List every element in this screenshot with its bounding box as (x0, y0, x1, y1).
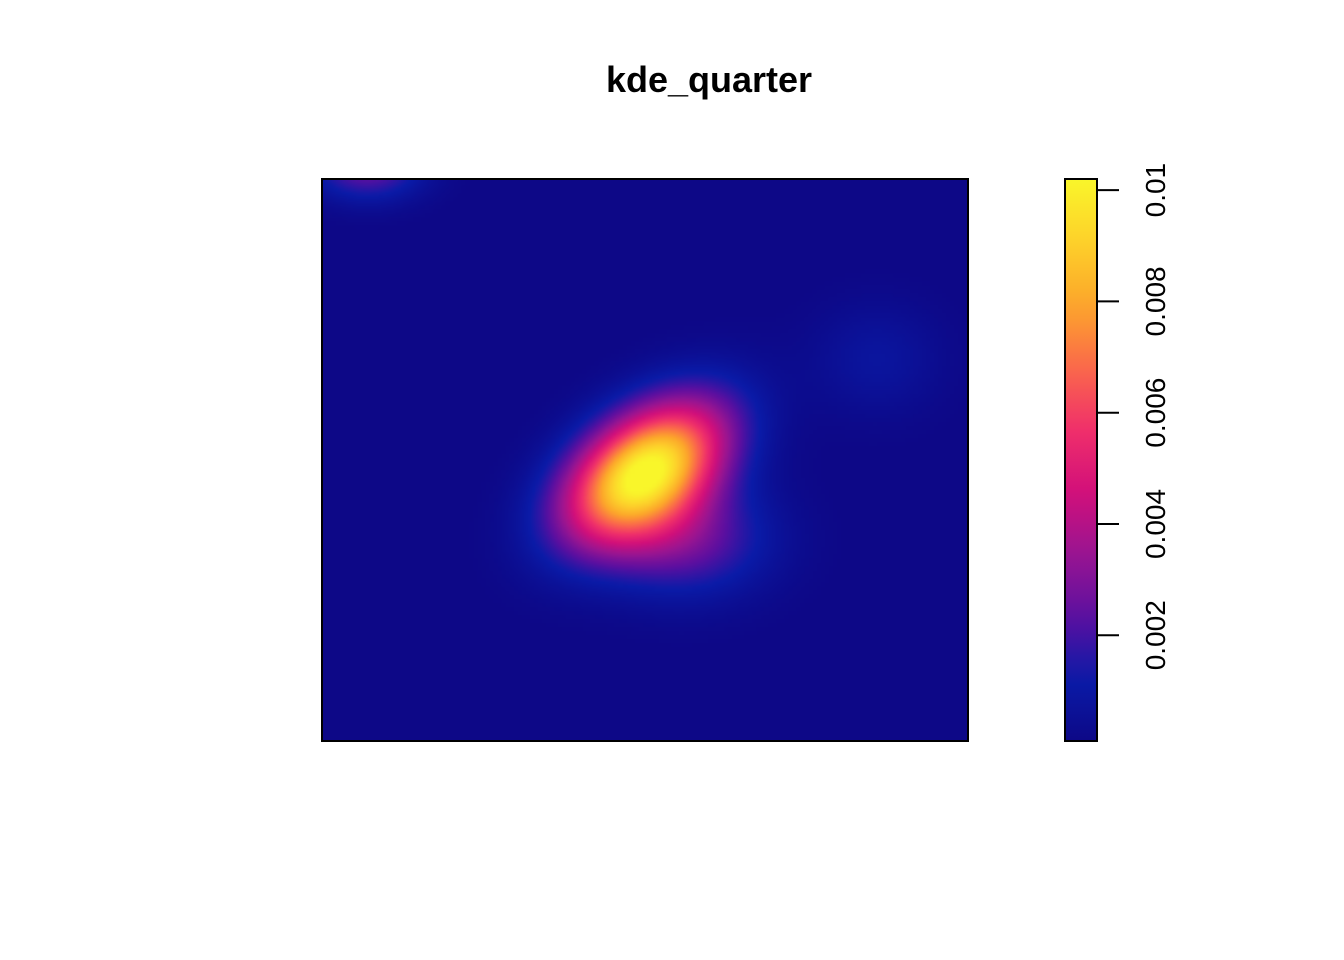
density-raster (322, 179, 968, 741)
colorbar-tick-label: 0.008 (1140, 266, 1171, 336)
colorbar-tick-label: 0.004 (1140, 489, 1171, 559)
chart-title: kde_quarter (606, 59, 812, 100)
heatmap-panel (321, 178, 969, 742)
colorbar-frame (1064, 178, 1098, 742)
colorbar-tick-label: 0.006 (1140, 378, 1171, 448)
colorbar-tick-label: 0.01 (1140, 163, 1171, 218)
plot-frame (321, 178, 969, 742)
colorbar-tick-label: 0.002 (1140, 600, 1171, 670)
colorbar-legend: 0.002 0.004 0.006 0.008 0.01 (1064, 163, 1171, 742)
colorbar-gradient (1065, 179, 1097, 741)
